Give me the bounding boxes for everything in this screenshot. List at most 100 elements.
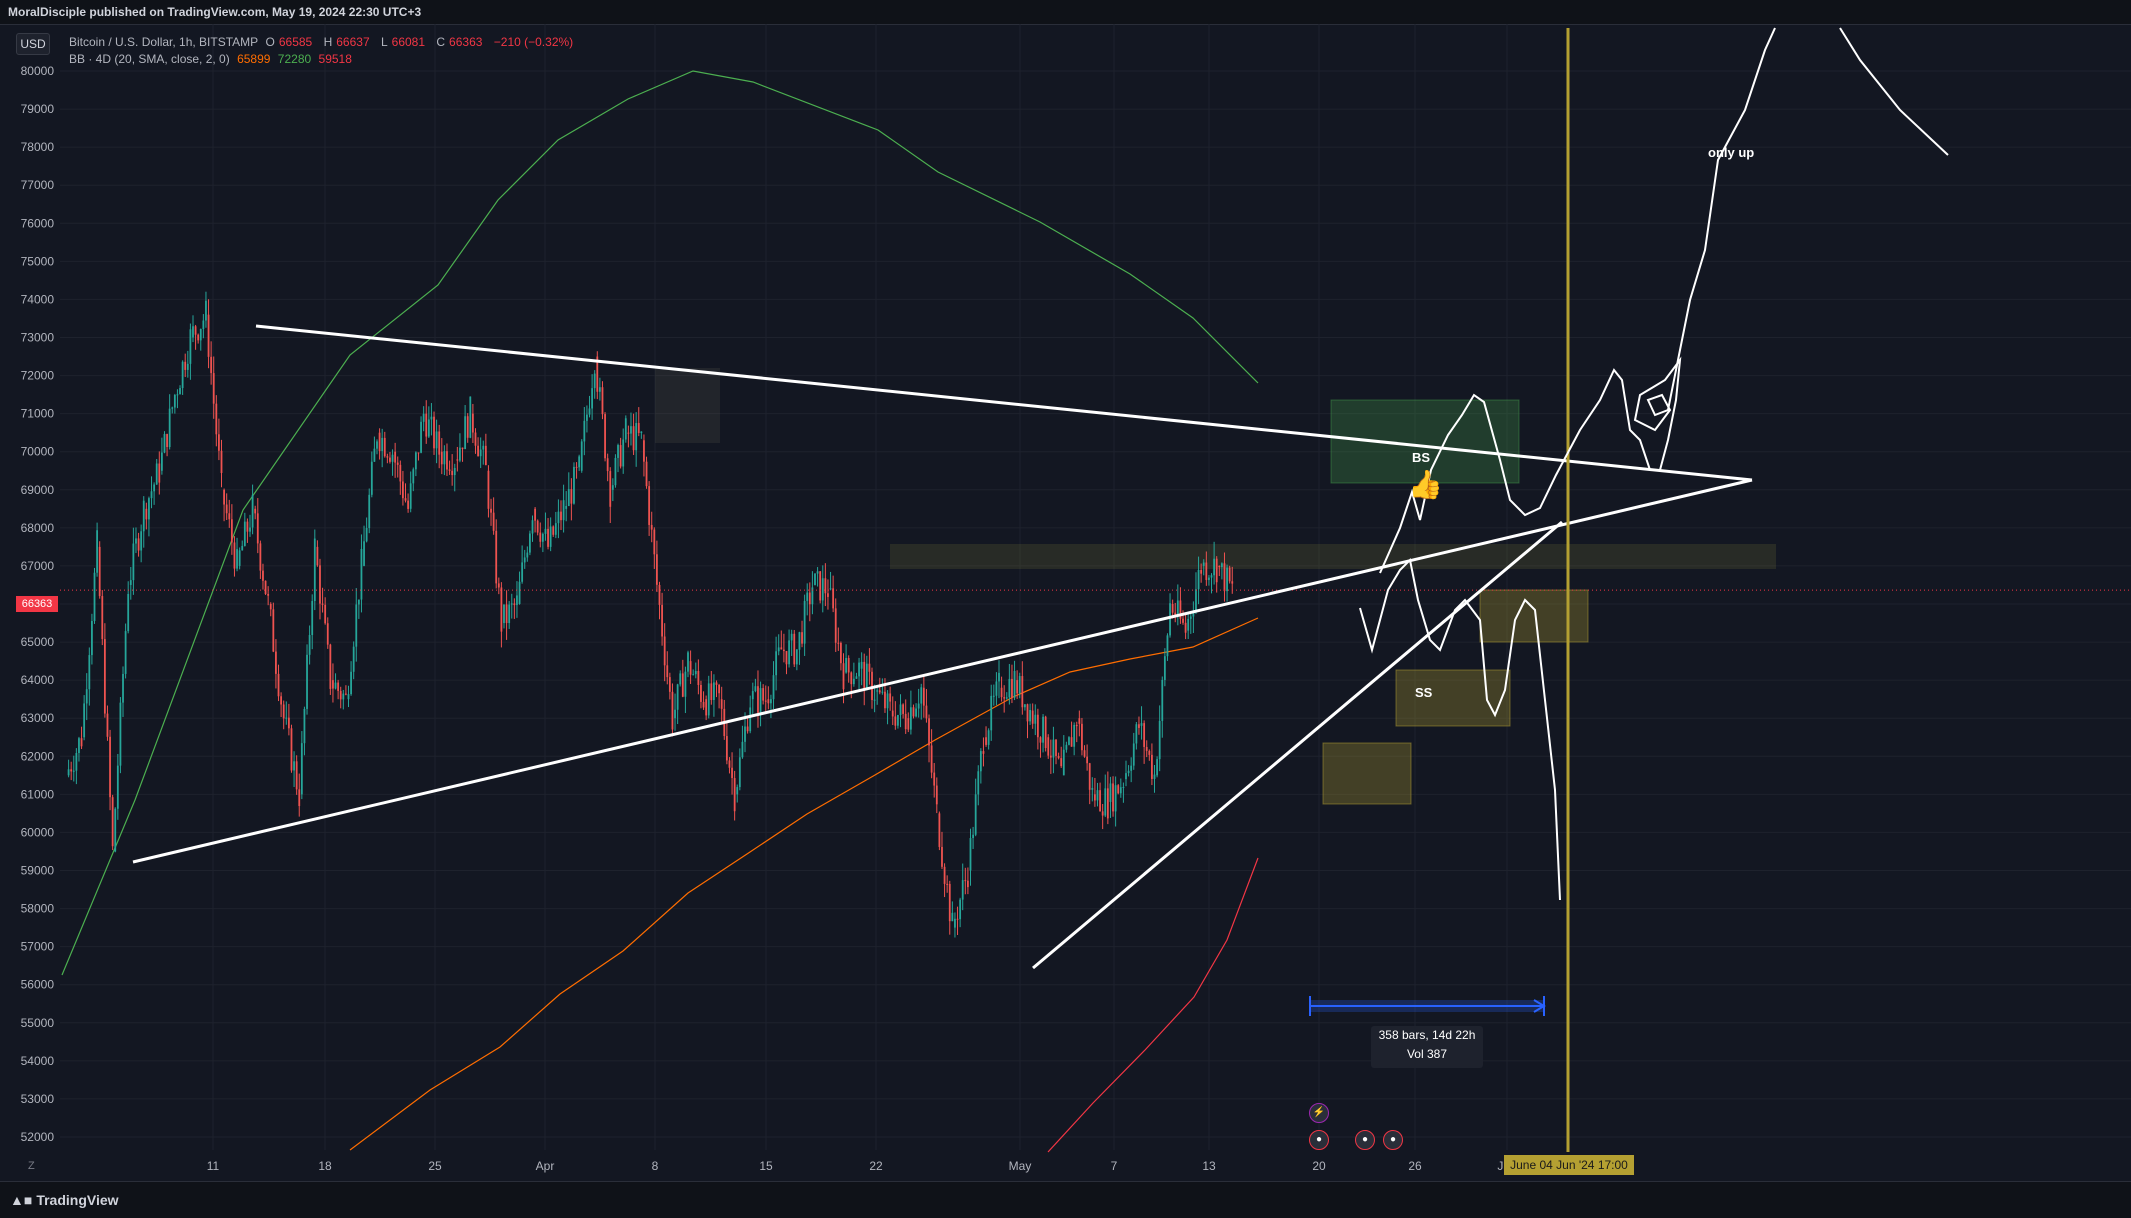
candle-body xyxy=(474,432,477,446)
low-value: 66081 xyxy=(391,35,426,49)
price-tick-label: 61000 xyxy=(21,787,55,801)
candle-body xyxy=(285,717,288,719)
tradingview-logo[interactable]: ▲■ TradingView xyxy=(10,1192,119,1208)
candle-body xyxy=(228,513,231,520)
candle-body xyxy=(194,326,197,335)
measure-tooltip: 358 bars, 14d 22h Vol 387 xyxy=(1371,1026,1483,1068)
candle-body xyxy=(505,604,508,624)
candle-body xyxy=(687,652,689,672)
candle-body xyxy=(1161,679,1164,721)
candle-body xyxy=(1135,724,1138,744)
bb-label: BB · 4D (20, SMA, close, 2, 0) xyxy=(69,52,230,66)
candle-body xyxy=(1083,750,1086,757)
high-value: 66637 xyxy=(336,35,370,49)
price-axis: 52000 53000 54000 55000 56000 57000 58000 59000… xyxy=(21,64,55,1144)
resistance-zone xyxy=(890,544,1776,569)
price-tick-label: 53000 xyxy=(21,1092,55,1106)
candle-body xyxy=(254,508,257,514)
candle-body xyxy=(503,604,505,624)
candle-body xyxy=(637,423,640,433)
price-tick-label: 69000 xyxy=(21,483,55,497)
time-tick-label: 8 xyxy=(652,1159,659,1173)
candle-body xyxy=(1148,750,1151,755)
candle-body xyxy=(759,688,762,713)
candle-body xyxy=(1068,737,1070,745)
us-event-icon[interactable]: ● xyxy=(1355,1130,1375,1150)
candle-body xyxy=(1049,755,1052,758)
shaded-zone xyxy=(655,368,720,443)
candle-body xyxy=(609,471,612,507)
candle-body xyxy=(1065,744,1068,750)
candle-body xyxy=(80,738,83,747)
ss-zone xyxy=(1395,669,1511,727)
us-event-icon[interactable]: ● xyxy=(1309,1130,1329,1150)
only-up-label[interactable]: only up xyxy=(1708,145,1755,160)
candle-body xyxy=(303,708,306,744)
time-tick-label: 13 xyxy=(1202,1159,1216,1173)
last-price-tag: 66363 xyxy=(16,596,58,612)
candle-body xyxy=(954,918,956,928)
candle-body xyxy=(795,649,798,665)
candle-body xyxy=(114,808,117,852)
price-chart[interactable]: 52000 53000 54000 55000 56000 57000 58000 59000… xyxy=(0,24,2131,1181)
candle-body xyxy=(103,639,106,714)
candle-body xyxy=(197,334,200,341)
candle-body xyxy=(1036,714,1039,738)
candle-body xyxy=(272,609,275,652)
candle-body xyxy=(262,570,264,581)
candle-body xyxy=(516,595,518,606)
candle-body xyxy=(860,661,863,669)
us-event-icon[interactable]: ● xyxy=(1383,1130,1403,1150)
indicator-legend[interactable]: BB · 4D (20, SMA, close, 2, 0) 65899 722… xyxy=(69,52,356,66)
price-tick-label: 65000 xyxy=(21,635,55,649)
candle-body xyxy=(324,604,327,624)
candle-body xyxy=(287,717,290,729)
candle-body xyxy=(484,445,487,466)
candle-body xyxy=(168,408,171,448)
cursor-date-tag: June 04 Jun '24 17:00 xyxy=(1504,1155,1634,1175)
price-tick-label: 75000 xyxy=(21,254,55,268)
candle-body xyxy=(490,508,492,513)
candle-body xyxy=(777,647,780,652)
candle-body xyxy=(212,373,215,404)
candle-body xyxy=(702,701,705,708)
timezone-button[interactable]: Z xyxy=(28,1160,35,1172)
candle-body xyxy=(1091,787,1094,790)
price-tick-label: 76000 xyxy=(21,216,55,230)
thumbs-up-icon[interactable]: 👍 xyxy=(1408,469,1443,500)
candle-body xyxy=(907,718,910,730)
candle-body xyxy=(1013,670,1016,698)
candle-body xyxy=(1179,600,1182,619)
candle-body xyxy=(466,416,469,438)
currency-button[interactable]: USD xyxy=(16,33,50,55)
bs-label[interactable]: BS xyxy=(1412,450,1431,465)
candle-body xyxy=(539,532,542,542)
candle-body xyxy=(619,445,622,467)
candle-body xyxy=(700,684,702,702)
price-tick-label: 78000 xyxy=(21,140,55,154)
open-value: 66585 xyxy=(278,35,313,49)
candle-body xyxy=(427,419,430,437)
candle-body xyxy=(663,636,666,666)
candle-body xyxy=(510,603,513,605)
candle-body xyxy=(132,543,135,581)
candle-body xyxy=(635,423,638,451)
candle-body xyxy=(345,693,347,695)
candle-body xyxy=(1166,635,1169,657)
candle-body xyxy=(500,587,503,632)
lightning-event-icon[interactable]: ⚡ xyxy=(1309,1103,1329,1123)
candle-body xyxy=(1042,716,1044,743)
candle-body xyxy=(591,388,594,409)
candle-body xyxy=(762,688,765,701)
candle-body xyxy=(109,736,111,798)
candle-body xyxy=(119,702,122,766)
candle-body xyxy=(653,529,656,555)
candle-body xyxy=(1215,558,1218,583)
ss-label[interactable]: SS xyxy=(1415,685,1433,700)
candle-body xyxy=(487,470,490,509)
candle-body xyxy=(850,672,853,685)
price-tick-label: 74000 xyxy=(21,292,55,306)
candle-body xyxy=(352,646,355,672)
candle-body xyxy=(365,528,368,542)
candle-body xyxy=(1075,724,1078,727)
